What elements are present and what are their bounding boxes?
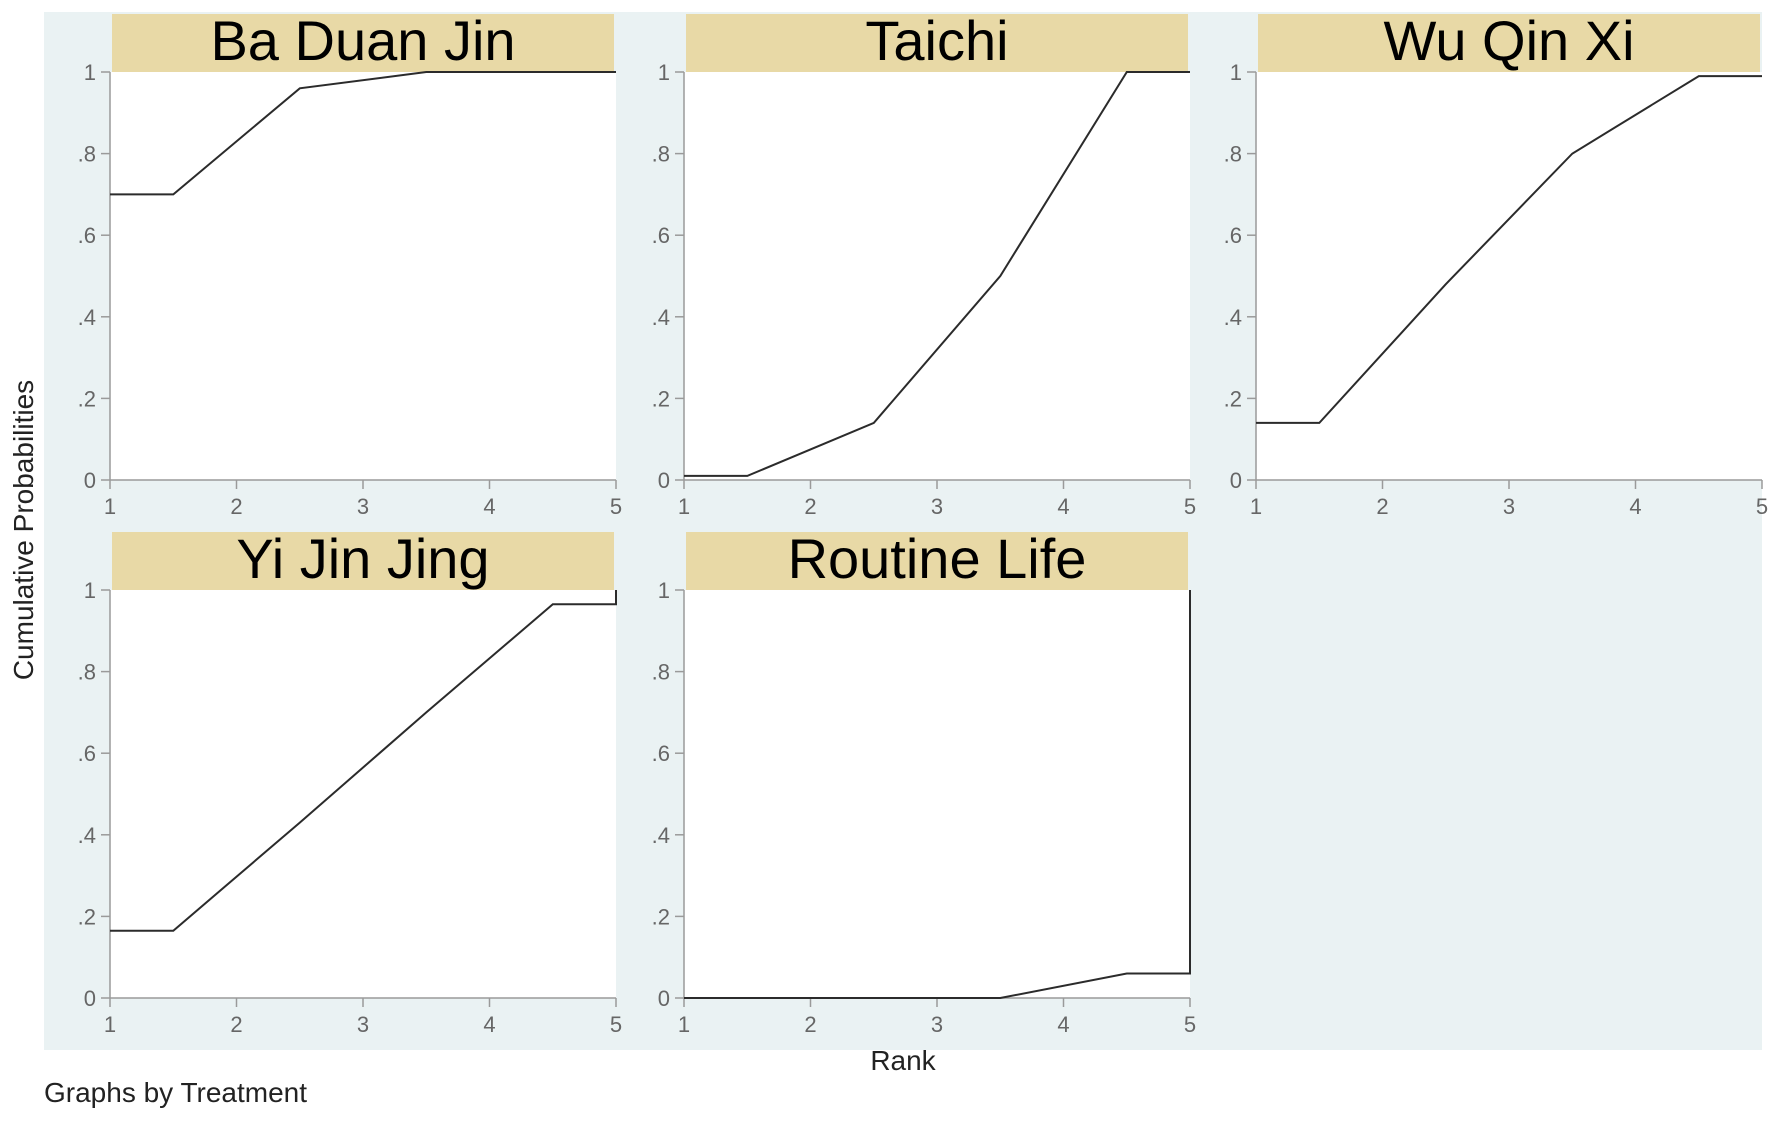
title-strip xyxy=(686,532,1188,590)
y-tick-label: 1 xyxy=(658,578,670,603)
y-tick-label: .6 xyxy=(652,223,670,248)
y-tick-label: .2 xyxy=(652,904,670,929)
y-tick-label: .8 xyxy=(652,142,670,167)
y-tick-label: .4 xyxy=(652,823,670,848)
y-tick-label: .6 xyxy=(78,223,96,248)
x-tick-label: 5 xyxy=(610,494,622,519)
panel-title: Ba Duan Jin xyxy=(210,9,515,72)
y-tick-label: 0 xyxy=(658,468,670,493)
x-tick-label: 2 xyxy=(230,1012,242,1037)
x-tick-label: 2 xyxy=(1376,494,1388,519)
plot-area xyxy=(684,590,1190,998)
x-tick-label: 2 xyxy=(804,1012,816,1037)
panel-title: Yi Jin Jing xyxy=(236,527,489,590)
y-tick-label: .8 xyxy=(78,660,96,685)
y-tick-label: .8 xyxy=(1224,142,1242,167)
title-strip xyxy=(112,14,614,72)
panel-wu-qin-xi: Wu Qin Xi 0 .2 .4 .6 .8 1 1 2 3 4 5 xyxy=(1224,9,1768,519)
y-tick-label: .6 xyxy=(1224,223,1242,248)
x-tick-label: 4 xyxy=(483,494,495,519)
x-tick-label: 1 xyxy=(678,494,690,519)
title-strip xyxy=(112,532,614,590)
y-tick-label: 0 xyxy=(84,986,96,1011)
y-tick-label: 0 xyxy=(1230,468,1242,493)
y-tick-label: .6 xyxy=(652,741,670,766)
panel-title: Routine Life xyxy=(788,527,1087,590)
y-tick-label: .2 xyxy=(652,386,670,411)
y-tick-label: 1 xyxy=(84,578,96,603)
y-axis-label: Cumulative Probabilities xyxy=(8,380,39,680)
cumulative-line-yi-jin-jing xyxy=(110,590,617,932)
title-strip xyxy=(1258,14,1760,72)
x-tick-label: 3 xyxy=(931,1012,943,1037)
x-tick-label: 5 xyxy=(610,1012,622,1037)
cumulative-line-routine-life xyxy=(684,590,1191,999)
x-tick-label: 3 xyxy=(357,494,369,519)
y-tick-label: .2 xyxy=(1224,386,1242,411)
panel-yi-jin-jing: Yi Jin Jing 0 .2 .4 .6 .8 1 1 2 3 4 5 xyxy=(78,527,622,1037)
y-tick-label: .2 xyxy=(78,904,96,929)
panel-title: Taichi xyxy=(865,9,1008,72)
y-tick-label: .4 xyxy=(78,823,96,848)
title-strip xyxy=(686,14,1188,72)
x-tick-label: 3 xyxy=(357,1012,369,1037)
y-tick-label: 0 xyxy=(658,986,670,1011)
panel-routine-life: Routine Life 0 .2 .4 .6 .8 1 1 2 3 4 5 xyxy=(652,527,1196,1037)
graphs-by-note: Graphs by Treatment xyxy=(44,1077,307,1108)
x-tick-label: 4 xyxy=(1057,1012,1069,1037)
panel-title: Wu Qin Xi xyxy=(1383,9,1634,72)
panel-taichi: Taichi 0 .2 .4 .6 .8 1 1 2 3 4 5 xyxy=(652,9,1196,519)
x-tick-label: 4 xyxy=(1629,494,1641,519)
plot-area xyxy=(110,590,616,998)
cumulative-line-taichi xyxy=(684,71,1190,477)
x-tick-label: 3 xyxy=(1503,494,1515,519)
y-tick-label: .8 xyxy=(652,660,670,685)
y-tick-label: .6 xyxy=(78,741,96,766)
y-tick-label: 1 xyxy=(84,60,96,85)
plot-area xyxy=(1256,72,1762,480)
x-tick-label: 5 xyxy=(1756,494,1768,519)
x-tick-label: 5 xyxy=(1184,1012,1196,1037)
panels-group: Ba Duan Jin 0 .2 .4 .6 .8 1 1 2 3 4 5 Taichi 0 .2 .4 .6.… xyxy=(78,9,1768,1037)
y-tick-label: 1 xyxy=(658,60,670,85)
x-tick-label: 1 xyxy=(104,1012,116,1037)
x-tick-label: 1 xyxy=(678,1012,690,1037)
x-tick-label: 2 xyxy=(804,494,816,519)
y-tick-label: .4 xyxy=(652,305,670,330)
plot-area xyxy=(684,72,1190,480)
plot-area xyxy=(110,72,616,480)
x-tick-label: 4 xyxy=(483,1012,495,1037)
panel-ba-duan-jin: Ba Duan Jin 0 .2 .4 .6 .8 1 1 2 3 4 5 xyxy=(78,9,622,519)
y-tick-label: .2 xyxy=(78,386,96,411)
y-tick-label: .4 xyxy=(1224,305,1242,330)
x-tick-label: 2 xyxy=(230,494,242,519)
x-tick-label: 1 xyxy=(104,494,116,519)
x-tick-label: 3 xyxy=(931,494,943,519)
x-tick-label: 5 xyxy=(1184,494,1196,519)
y-tick-label: .8 xyxy=(78,142,96,167)
y-tick-label: .4 xyxy=(78,305,96,330)
x-axis-label: Rank xyxy=(870,1045,936,1076)
y-tick-label: 1 xyxy=(1230,60,1242,85)
cumulative-line-ba-duan-jin xyxy=(110,71,616,196)
x-tick-label: 4 xyxy=(1057,494,1069,519)
x-tick-label: 1 xyxy=(1250,494,1262,519)
cumulative-line-wu-qin-xi xyxy=(1256,75,1762,424)
y-tick-label: 0 xyxy=(84,468,96,493)
